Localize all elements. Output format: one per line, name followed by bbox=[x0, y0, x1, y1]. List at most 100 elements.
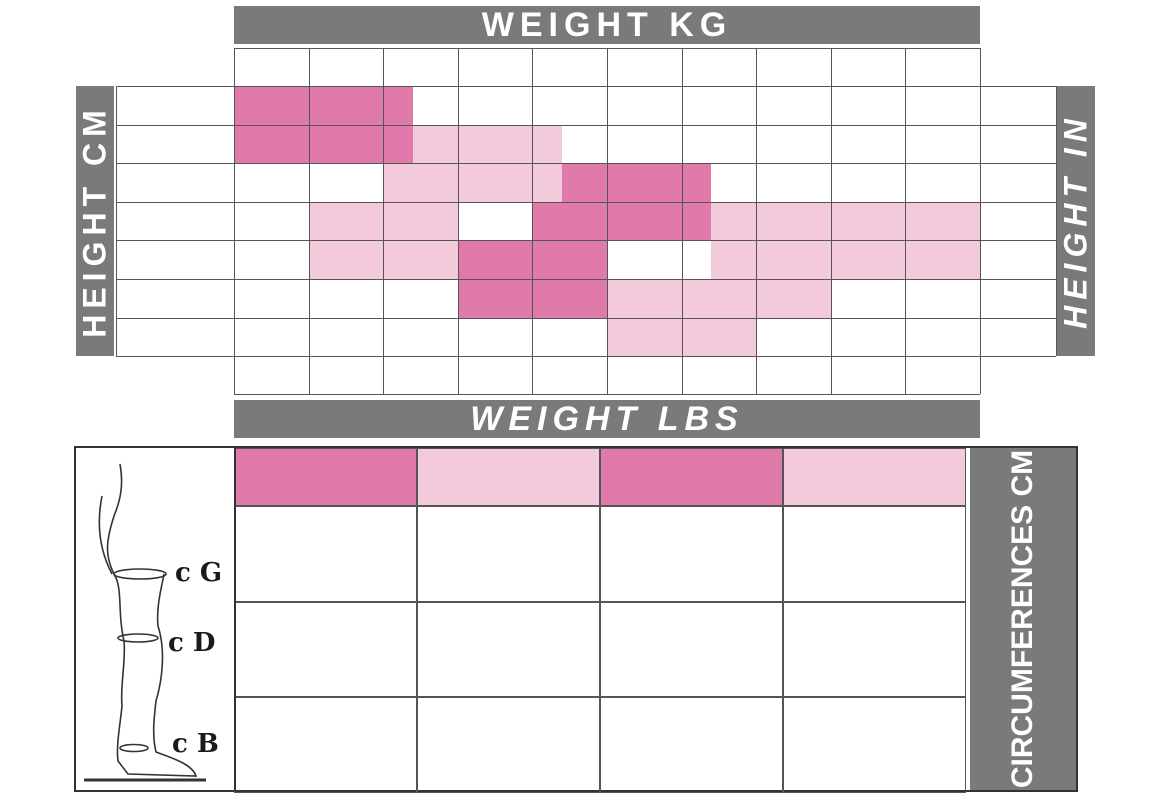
weight-lbs-tick bbox=[532, 356, 607, 394]
grid-row-line bbox=[116, 317, 1056, 319]
height-cm-tick bbox=[116, 279, 234, 318]
circumference-value bbox=[234, 601, 417, 697]
right-column-edge bbox=[1056, 86, 1057, 357]
circumferences-title-bar: CIRCUMFERENCES CM bbox=[970, 448, 1076, 790]
weight-kg-title-bar: WEIGHT KG bbox=[234, 6, 980, 44]
grid-row-line bbox=[116, 240, 1056, 242]
leg-label-cg: c G bbox=[175, 558, 223, 588]
height-in-tick bbox=[980, 279, 1056, 318]
circumference-table-frame bbox=[74, 446, 1078, 792]
grid-column-line bbox=[234, 86, 235, 357]
height-cm-tick bbox=[116, 240, 234, 279]
weight-lbs-title: WEIGHT LBS bbox=[470, 399, 744, 438]
grid-column-line bbox=[681, 86, 683, 357]
height-cm-title: HEIGHT CM bbox=[76, 104, 113, 338]
height-in-tick bbox=[980, 202, 1056, 241]
grid-row-line bbox=[116, 279, 1056, 280]
circumference-value bbox=[417, 506, 600, 602]
weight-lbs-tick bbox=[831, 356, 906, 394]
kg-header-divider bbox=[532, 48, 534, 86]
grid-row-line bbox=[116, 86, 1056, 87]
weight-kg-tick bbox=[756, 48, 831, 86]
grid-row-line bbox=[116, 163, 1056, 165]
table-left-divider bbox=[234, 448, 236, 790]
height-in-tick bbox=[980, 86, 1056, 125]
circumference-header-m bbox=[417, 448, 600, 506]
height-cm-tick bbox=[116, 163, 234, 202]
grid-row-line bbox=[116, 356, 1056, 358]
height-cm-tick bbox=[116, 125, 234, 164]
grid-column-line bbox=[308, 86, 310, 357]
height-cm-tick bbox=[116, 202, 234, 241]
weight-kg-tick bbox=[905, 48, 980, 86]
height-in-title-bar: HEIGHT IN bbox=[1057, 86, 1095, 356]
circumference-value bbox=[600, 601, 783, 697]
grid-column-line bbox=[532, 86, 534, 357]
lbs-row-divider bbox=[234, 356, 235, 395]
lbs-row-divider bbox=[383, 356, 385, 395]
weight-kg-tick bbox=[682, 48, 757, 86]
leg-label-cb: c B bbox=[172, 729, 219, 759]
weight-lbs-tick bbox=[905, 356, 980, 394]
grid-column-line bbox=[980, 86, 981, 357]
circumference-value bbox=[234, 506, 417, 602]
kg-header-divider bbox=[308, 48, 310, 86]
weight-kg-tick bbox=[831, 48, 906, 86]
lbs-row-divider bbox=[532, 356, 534, 395]
size-2-region bbox=[413, 124, 563, 164]
grid-column-line bbox=[905, 86, 907, 357]
weight-lbs-title-bar: WEIGHT LBS bbox=[234, 400, 980, 438]
weight-kg-tick bbox=[532, 48, 607, 86]
kg-header-divider bbox=[756, 48, 758, 86]
height-cm-tick bbox=[116, 318, 234, 357]
height-cm-tick bbox=[116, 86, 234, 125]
weight-lbs-tick bbox=[607, 356, 682, 394]
kg-header-divider bbox=[457, 48, 459, 86]
weight-kg-tick bbox=[309, 48, 384, 86]
height-in-title: HEIGHT IN bbox=[1057, 113, 1094, 329]
lbs-row-divider bbox=[681, 356, 683, 395]
circumference-header-ml bbox=[600, 448, 783, 506]
weight-lbs-tick bbox=[756, 356, 831, 394]
grid-column-line bbox=[383, 86, 385, 357]
kg-header-divider bbox=[905, 48, 907, 86]
leg-illustration-icon bbox=[84, 463, 206, 782]
circumference-value bbox=[600, 697, 783, 793]
kg-header-divider bbox=[234, 48, 235, 86]
height-in-tick bbox=[980, 163, 1056, 202]
circumference-header-s bbox=[234, 448, 417, 506]
circumferences-title: CIRCUMFERENCES CM bbox=[1006, 449, 1039, 789]
weight-kg-title: WEIGHT KG bbox=[481, 5, 733, 44]
circumference-value bbox=[783, 506, 966, 602]
circumference-value bbox=[783, 697, 966, 793]
lbs-row-bottom-line bbox=[234, 394, 980, 396]
kg-header-divider bbox=[980, 48, 981, 86]
leg-label-cd: c D bbox=[168, 628, 216, 658]
weight-kg-tick bbox=[383, 48, 458, 86]
height-cm-title-bar: HEIGHT CM bbox=[76, 86, 114, 356]
lbs-row-divider bbox=[905, 356, 907, 395]
weight-lbs-tick bbox=[309, 356, 384, 394]
weight-lbs-tick bbox=[682, 356, 757, 394]
circumference-header-l bbox=[783, 448, 966, 506]
grid-column-line bbox=[756, 86, 758, 357]
grid-column-line bbox=[457, 86, 459, 357]
kg-header-divider bbox=[830, 48, 832, 86]
height-in-tick bbox=[980, 318, 1056, 357]
weight-lbs-tick bbox=[458, 356, 533, 394]
weight-lbs-tick bbox=[383, 356, 458, 394]
size-4-region bbox=[607, 279, 831, 318]
lbs-row-divider bbox=[308, 356, 310, 395]
circumference-value bbox=[783, 601, 966, 697]
size-3-region bbox=[532, 201, 712, 241]
circumference-value bbox=[417, 601, 600, 697]
size-3-region bbox=[562, 163, 712, 202]
height-in-tick bbox=[980, 240, 1056, 279]
lbs-row-divider bbox=[980, 356, 981, 395]
lbs-row-divider bbox=[830, 356, 832, 395]
weight-kg-tick bbox=[458, 48, 533, 86]
kg-header-divider bbox=[607, 48, 608, 86]
kg-header-divider bbox=[383, 48, 385, 86]
height-in-tick bbox=[980, 125, 1056, 164]
grid-row-line bbox=[116, 124, 1056, 126]
